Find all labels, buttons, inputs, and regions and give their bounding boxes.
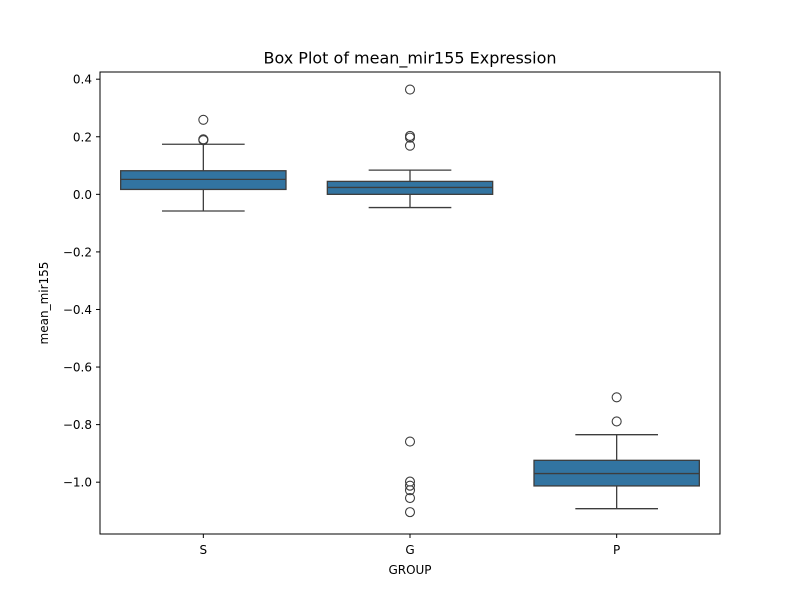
outlier-point [611,392,622,403]
box-group-s [120,114,287,212]
y-tick-label: 0.0 [73,188,92,202]
outlier-point [404,140,416,151]
x-axis-label: GROUP [388,563,431,577]
chart-title: Box Plot of mean_mir155 Expression [263,49,556,69]
plot-frame [99,71,721,535]
outlier-point [404,436,416,447]
outlier-point [404,480,416,491]
outlier-point [404,507,416,518]
outlier-point [198,135,209,146]
outlier-point [404,132,416,143]
y-tick-label: −0.6 [63,361,92,375]
outlier-point [404,492,416,504]
outlier-point [198,114,209,125]
box-group-p [533,392,700,510]
outlier-point [404,84,416,95]
y-axis-ticks: 0.4 0.2 0.0 −0.2 −0.4 −0.6 −0.8 −1.0 [63,73,100,490]
y-axis-label: mean_mir155 [37,262,51,345]
y-tick-label: −0.8 [63,418,92,432]
x-tick-label: S [200,543,208,557]
y-tick-label: −0.4 [63,303,92,317]
boxes-layer [120,84,700,518]
y-tick-label: −1.0 [63,476,92,490]
x-tick-label: P [613,543,620,557]
iqr-box [120,170,287,191]
y-tick-label: 0.4 [73,73,92,87]
outlier-point [611,416,622,427]
x-tick-label: G [405,543,414,557]
y-tick-label: −0.2 [63,245,92,259]
box-group-g [326,84,494,518]
y-tick-label: 0.2 [73,130,92,144]
outlier-point [404,485,416,496]
